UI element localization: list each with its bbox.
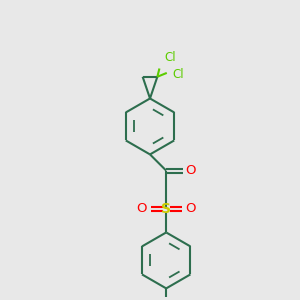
Text: S: S — [161, 202, 171, 216]
Text: Cl: Cl — [173, 68, 184, 81]
Text: O: O — [185, 164, 196, 177]
Text: O: O — [136, 202, 147, 215]
Text: O: O — [186, 202, 196, 215]
Text: Cl: Cl — [165, 51, 176, 64]
